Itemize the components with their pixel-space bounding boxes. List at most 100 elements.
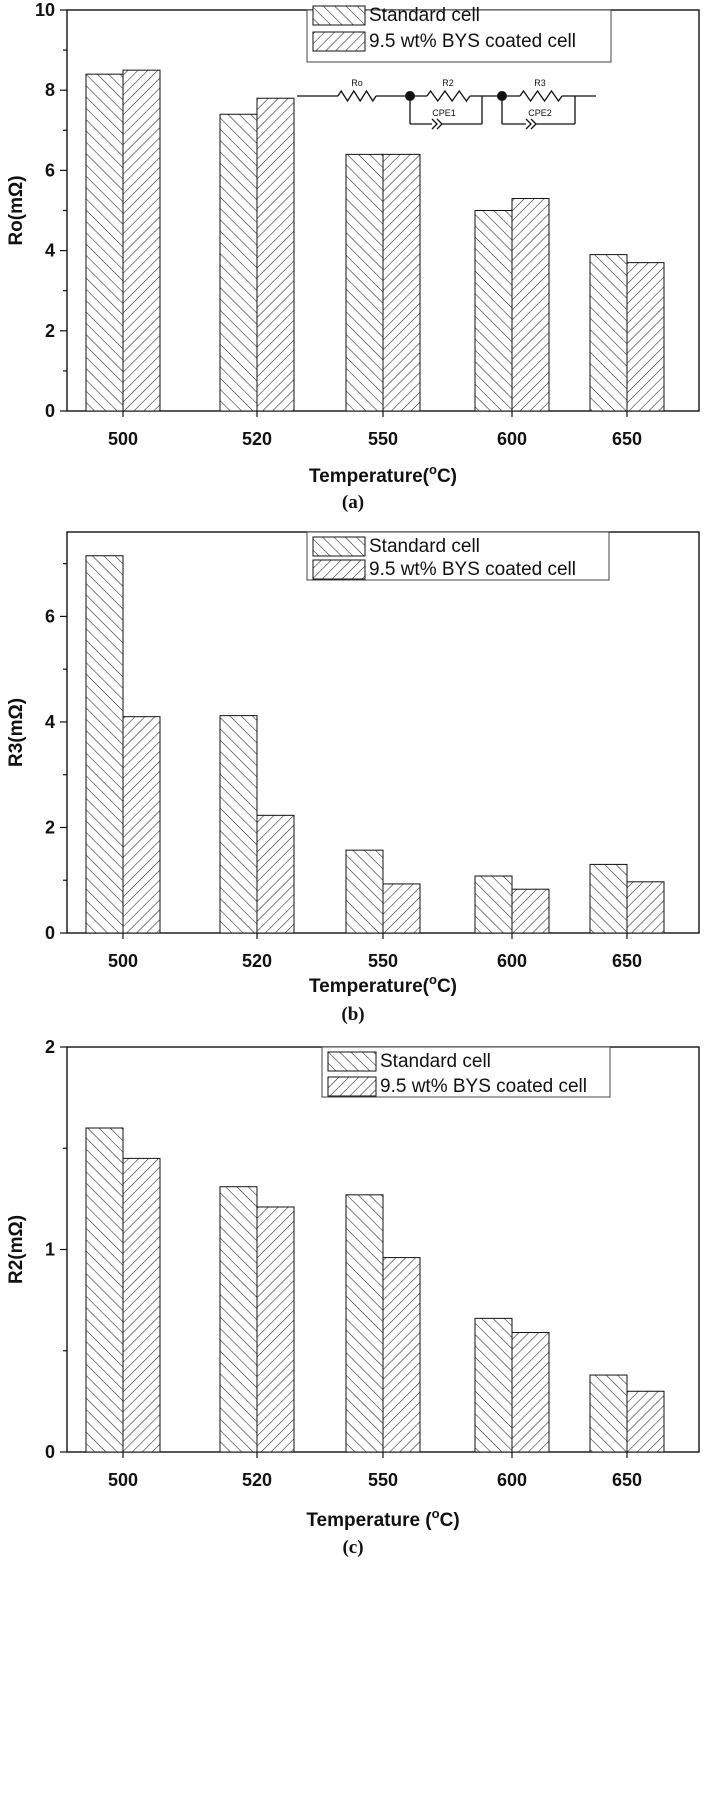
bar-coated-500 xyxy=(122,1157,161,1453)
bar-standard-550 xyxy=(345,849,384,934)
y-tick-label: 4 xyxy=(45,712,55,732)
bar-coated-550 xyxy=(382,883,421,934)
bar-standard-650 xyxy=(589,1374,628,1453)
junction-dot xyxy=(497,91,507,101)
legend-label: 9.5 wt% BYS coated cell xyxy=(369,31,576,52)
x-axis-title-end: C) xyxy=(437,976,457,997)
x-axis-title-end: C) xyxy=(437,466,457,487)
x-axis-title: Temperature(oC) xyxy=(309,462,457,487)
y-tick-label: 6 xyxy=(45,606,55,626)
x-tick-label: 520 xyxy=(242,429,272,449)
x-tick-label: 600 xyxy=(497,951,527,971)
cpe2-symbol xyxy=(525,118,537,130)
y-tick-label: 2 xyxy=(45,817,55,837)
y-tick-label: 0 xyxy=(45,401,55,421)
y-tick-label: 6 xyxy=(45,160,55,180)
x-tick-label: 650 xyxy=(612,429,642,449)
bar-standard-520 xyxy=(219,113,258,412)
cpe1-symbol xyxy=(431,118,443,130)
panel-label: (b) xyxy=(341,1004,364,1025)
circuit-label: CPE2 xyxy=(528,108,552,118)
y-tick-label: 2 xyxy=(45,321,55,341)
y-tick-label: 8 xyxy=(45,80,55,100)
x-tick-label: 600 xyxy=(497,1470,527,1490)
bar-standard-650 xyxy=(589,254,628,412)
y-tick-label: 0 xyxy=(45,923,55,943)
legend-swatch xyxy=(312,31,366,52)
bar-coated-600 xyxy=(511,888,550,934)
x-axis-title-main: Temperature( xyxy=(309,976,430,997)
bar-standard-550 xyxy=(345,1194,384,1453)
bar-coated-520 xyxy=(256,97,295,412)
y-tick-label: 4 xyxy=(45,241,55,261)
bar-coated-520 xyxy=(256,1206,295,1453)
x-tick-label: 650 xyxy=(612,951,642,971)
bar-standard-520 xyxy=(219,1186,258,1453)
circuit-label: R3 xyxy=(534,78,546,88)
bar-coated-500 xyxy=(122,716,161,934)
legend-swatch xyxy=(327,1076,377,1097)
x-axis-title: Temperature (oC) xyxy=(306,1506,459,1531)
y-tick-label: 0 xyxy=(45,1442,55,1462)
panel-label: (a) xyxy=(342,492,364,513)
chart-panel-b: 0 2 4 6 500 520 550 600 650 Temperature(oC) R3(mΩ)… xyxy=(6,531,700,1025)
bar-standard-600 xyxy=(474,210,513,412)
bar-coated-500 xyxy=(122,69,161,412)
y-axis-title: R2(mΩ) xyxy=(6,1215,27,1284)
x-axis-title-superscript: o xyxy=(429,972,437,987)
x-tick-label: 550 xyxy=(368,429,398,449)
bar-coated-550 xyxy=(382,153,421,412)
y-tick-label: 2 xyxy=(45,1037,55,1057)
chart-panel-a: 0 2 4 6 8 10 500 520 550 600 650 Temperature(oC) Ro (… xyxy=(6,0,700,513)
x-tick-label: 550 xyxy=(368,1470,398,1490)
resistor-r2 xyxy=(426,89,471,103)
circuit-label: Ro xyxy=(351,78,363,88)
x-tick-label: 520 xyxy=(242,951,272,971)
bar-standard-650 xyxy=(589,863,628,934)
bar-standard-500 xyxy=(85,1127,124,1453)
panel-label: (c) xyxy=(342,1537,363,1558)
circuit-label: CPE1 xyxy=(432,108,456,118)
y-tick-label: 10 xyxy=(35,0,55,20)
bar-coated-550 xyxy=(382,1257,421,1453)
legend-swatch xyxy=(312,5,366,26)
x-tick-label: 500 xyxy=(108,1470,138,1490)
legend-swatch xyxy=(327,1051,377,1072)
y-tick-label: 1 xyxy=(45,1240,55,1260)
x-axis-title-superscript: o xyxy=(429,462,437,477)
bar-standard-600 xyxy=(474,1317,513,1453)
bar-coated-650 xyxy=(626,262,665,412)
x-axis-title-main: Temperature ( xyxy=(306,1510,432,1531)
y-axis-title: R3(mΩ) xyxy=(6,698,27,767)
x-tick-label: 520 xyxy=(242,1470,272,1490)
resistor-ro xyxy=(337,89,377,103)
legend-swatch xyxy=(312,536,366,557)
bar-coated-650 xyxy=(626,1390,665,1453)
chart-panel-c: 0 1 2 500 520 550 600 650 Temperature (oC) R2(mΩ)… xyxy=(6,1037,700,1558)
bar-standard-500 xyxy=(85,555,124,934)
legend-swatch xyxy=(312,559,366,580)
x-tick-label: 500 xyxy=(108,429,138,449)
x-tick-label: 550 xyxy=(368,951,398,971)
bar-standard-520 xyxy=(219,715,258,934)
x-tick-label: 500 xyxy=(108,951,138,971)
bar-standard-600 xyxy=(474,875,513,934)
legend-label: Standard cell xyxy=(369,5,480,26)
bar-standard-550 xyxy=(345,153,384,412)
bar-coated-650 xyxy=(626,881,665,934)
circuit-label: R2 xyxy=(442,78,454,88)
legend-label: 9.5 wt% BYS coated cell xyxy=(369,559,576,580)
x-tick-label: 600 xyxy=(497,429,527,449)
legend-label: Standard cell xyxy=(369,536,480,557)
x-axis-title-superscript: o xyxy=(432,1506,440,1521)
equivalent-circuit-inset: Ro R2 CPE1 R3 CPE2 xyxy=(297,78,596,130)
legend-label: 9.5 wt% BYS coated cell xyxy=(380,1076,587,1097)
bar-coated-520 xyxy=(256,814,295,934)
x-axis-title: Temperature(oC) xyxy=(309,972,457,997)
bar-coated-600 xyxy=(511,197,550,412)
resistor-r3 xyxy=(519,89,563,103)
junction-dot xyxy=(405,91,415,101)
x-axis-title-main: Temperature( xyxy=(309,466,430,487)
legend-label: Standard cell xyxy=(380,1051,491,1072)
